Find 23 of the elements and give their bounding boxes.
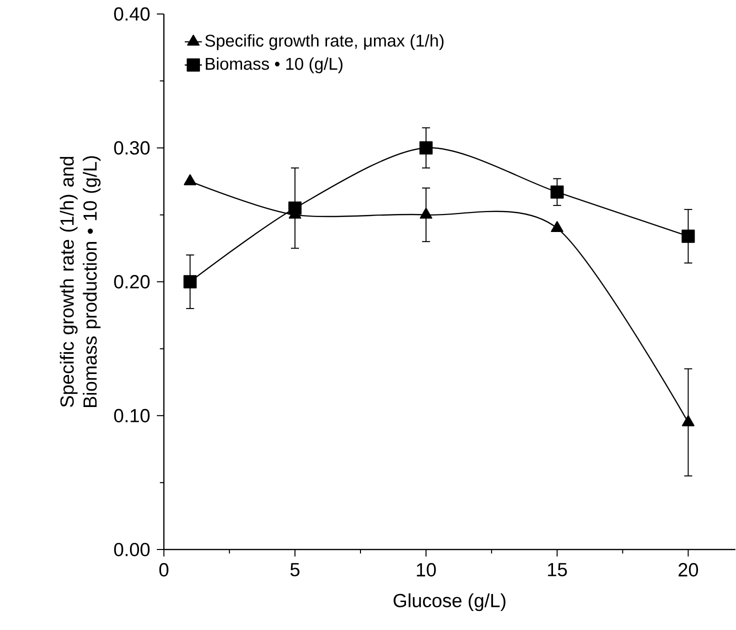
point	[550, 185, 564, 198]
y-tick-label: 0.00	[114, 542, 150, 556]
point	[682, 415, 694, 426]
point	[682, 229, 695, 243]
point	[420, 207, 432, 218]
point	[183, 274, 197, 288]
point	[419, 141, 433, 154]
y-tick-label: 0.20	[114, 274, 150, 288]
y-tick-label: 0.40	[114, 7, 150, 20]
x-tick-label: 5	[290, 562, 300, 576]
x-tick-label: 20	[678, 562, 698, 576]
legend-label: Biomass • 10 (g/L)	[206, 57, 342, 73]
y-tick-label: 0.10	[114, 408, 150, 422]
point	[550, 220, 564, 232]
x-tick-label: 15	[548, 562, 567, 576]
y-axis-title: Specific growth rate (1/h) and Biomass production • 10 (g/L)	[60, 156, 101, 407]
x-tick-label: 10	[416, 562, 436, 576]
x-tick-label: 0	[159, 562, 168, 576]
legend-label: Specific growth rate, μmax (1/h)	[205, 34, 444, 50]
point	[288, 201, 302, 214]
x-axis-title: Glucose (g/L)	[394, 593, 506, 611]
y-tick-label: 0.30	[114, 140, 150, 154]
point	[184, 174, 196, 185]
